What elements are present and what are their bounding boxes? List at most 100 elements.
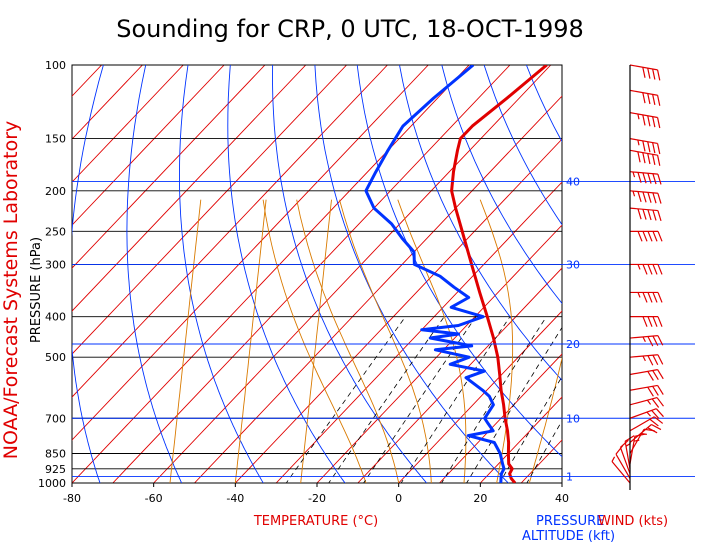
dry-adiabat-line xyxy=(356,65,562,458)
y-axis-label: PRESSURE (hPa) xyxy=(29,237,44,343)
mixing-ratio-line xyxy=(400,316,511,483)
wind-barb-flag xyxy=(637,191,642,203)
x-tick-label: 20 xyxy=(473,492,487,505)
wind-barb-flag xyxy=(647,427,658,434)
wind-barb-flag xyxy=(642,92,646,104)
wind-barb xyxy=(630,230,663,242)
wind-barb xyxy=(629,138,661,155)
y-tick-label: 400 xyxy=(45,311,66,324)
wind-barb-flag xyxy=(652,154,656,165)
wind-barb-staff xyxy=(629,408,657,419)
wind-barb-flag xyxy=(656,155,661,166)
wind-barb-flag xyxy=(652,173,657,185)
mixing-ratio-line xyxy=(499,376,562,483)
wind-barb-flag xyxy=(657,335,664,346)
wind-barb-flag xyxy=(656,117,661,129)
x-axis-label: TEMPERATURE (°C) xyxy=(253,514,378,529)
y-tick-label: 100 xyxy=(45,59,66,72)
y-tick-label: 150 xyxy=(45,133,66,146)
wind-barb xyxy=(629,369,664,381)
moist-adiabat-line xyxy=(262,199,367,483)
isotherm-line xyxy=(72,65,347,355)
wind-barb-staff xyxy=(629,171,658,175)
altitude-tick-label: 10 xyxy=(566,412,580,425)
wind-barb-staff xyxy=(629,190,658,194)
moist-adiabat-line xyxy=(528,356,562,483)
x-tick-label: 0 xyxy=(395,492,402,505)
moist-adiabat-line xyxy=(234,199,267,483)
wind-barb xyxy=(629,171,662,185)
isotherm-line xyxy=(480,396,562,483)
wind-barb-flag xyxy=(657,210,662,222)
wind-barb-flag xyxy=(637,231,643,242)
axis-layer: 1 10 20 30 40 -80 -60 -40 -20 0 20 40 100 150 200 250 30… xyxy=(38,59,695,505)
altitude-tick-label: 20 xyxy=(566,338,580,351)
wind-barb-flag xyxy=(647,316,653,327)
wind-barb-flag xyxy=(652,370,659,380)
wind-barb xyxy=(629,89,661,106)
wind-barb-flag xyxy=(647,93,651,105)
isotherm-line xyxy=(112,65,511,483)
isotherm-line xyxy=(72,65,143,140)
wind-barb-flag xyxy=(647,264,653,275)
dry-adiabat-line xyxy=(441,65,562,305)
wind-barb-flag xyxy=(655,408,664,418)
wind-barb-flag xyxy=(642,140,646,152)
wind-barb-flag xyxy=(652,292,658,303)
wind-barb-half xyxy=(611,456,616,462)
wind-barb xyxy=(629,149,661,166)
y-tick-label: 925 xyxy=(45,463,66,476)
wind-barb-flag xyxy=(642,231,648,242)
wind-barb-flag xyxy=(647,141,651,153)
wind-barb-flag xyxy=(637,151,641,163)
isotherm-line xyxy=(72,65,184,183)
wind-barb-flag xyxy=(642,264,648,275)
wind-barb xyxy=(629,384,664,397)
wind-barb-flag xyxy=(647,386,654,397)
wind-barb-flag xyxy=(647,115,651,127)
wind-barb-flag xyxy=(642,209,647,220)
isotherm-line xyxy=(357,267,562,483)
wind-barb-half xyxy=(632,171,636,178)
right-label-pressure: PRESSURE xyxy=(536,514,604,529)
wind-barb xyxy=(615,445,631,479)
wind-barb-flag xyxy=(651,398,660,408)
wind-barb-flag xyxy=(652,316,658,327)
wind-barb-half xyxy=(642,336,646,342)
isotherm-line xyxy=(72,65,307,312)
wind-barb-flag xyxy=(657,231,663,242)
dry-adiabat-line xyxy=(314,65,509,483)
x-tick-label: -20 xyxy=(308,492,326,505)
wind-barb-staff xyxy=(611,461,631,484)
wind-barb-flag xyxy=(652,192,657,204)
wind-barb-flag xyxy=(651,423,662,431)
wind-barb-flag xyxy=(652,385,659,396)
wind-barb-flag xyxy=(642,114,646,126)
wind-barb-flag xyxy=(642,191,647,203)
wind-barb xyxy=(630,291,663,303)
mixing-ratio-line xyxy=(285,316,406,483)
wind-barb-flag xyxy=(642,292,648,303)
wind-barb-flag xyxy=(647,336,654,347)
dry-adiabat-line xyxy=(272,65,428,483)
dry-adiabat-line xyxy=(483,65,562,226)
wind-barb-flag xyxy=(657,316,663,327)
wind-barb-flag xyxy=(652,264,658,275)
wind-layer xyxy=(611,64,664,484)
y-tick-label: 500 xyxy=(45,351,66,364)
wind-barb xyxy=(629,190,662,204)
wind-barb xyxy=(629,416,664,432)
wind-barb-flag xyxy=(652,116,656,128)
wind-barb-flag xyxy=(652,209,657,221)
isotherm-line xyxy=(316,224,562,483)
wind-barb-flag xyxy=(637,208,642,220)
mixing-ratio-line xyxy=(441,316,547,483)
moist-adiabat-line xyxy=(397,199,467,483)
y-tick-label: 200 xyxy=(45,185,66,198)
wind-barb-staff xyxy=(619,447,631,474)
dry-adiabat-line xyxy=(696,65,702,492)
wind-barb-flag xyxy=(637,172,642,183)
x-tick-label: 40 xyxy=(555,492,569,505)
